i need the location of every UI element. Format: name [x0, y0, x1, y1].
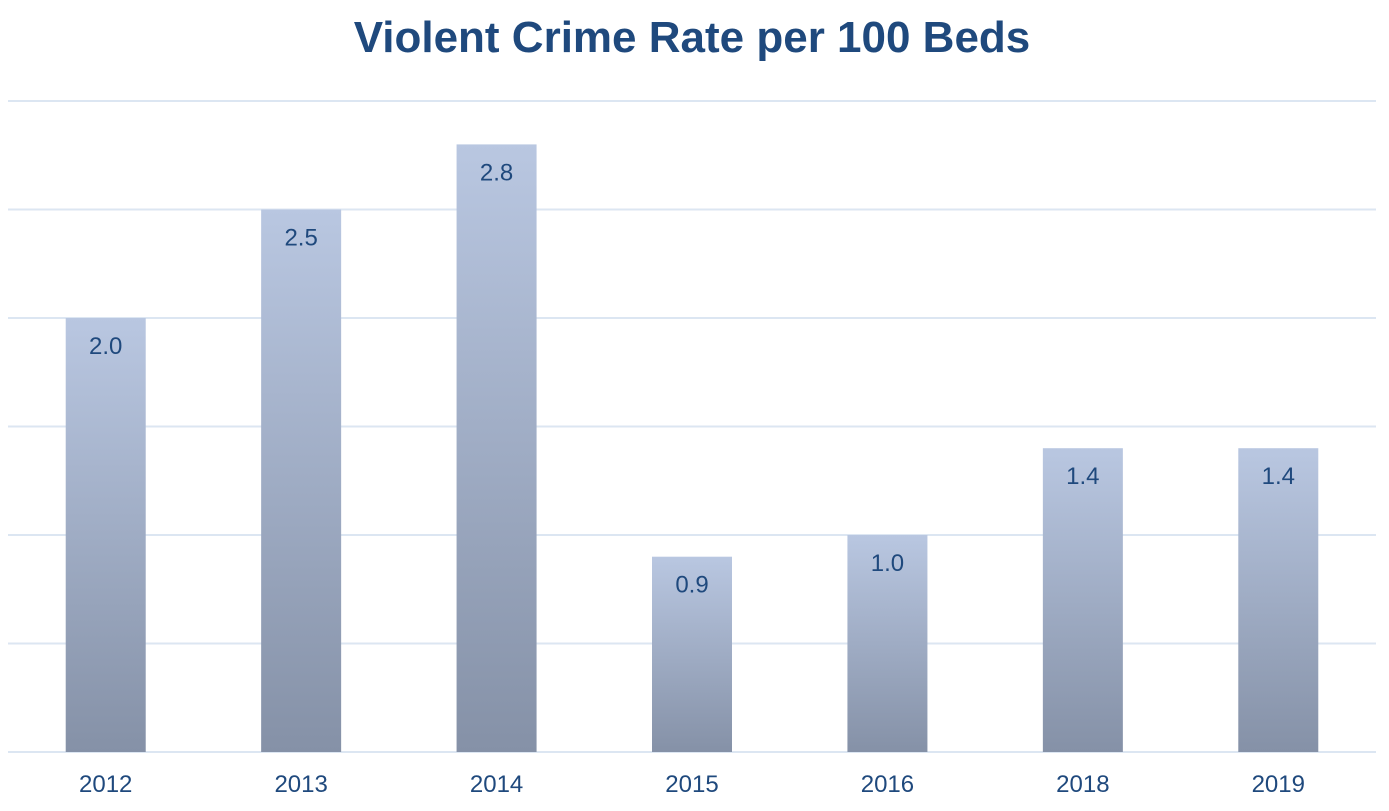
- x-tick-label-2014: 2014: [470, 771, 523, 798]
- x-tick-label-2015: 2015: [665, 771, 718, 798]
- x-axis-tick-labels: 2012 2013 2014 2015 2016 2018 2019: [79, 771, 1305, 798]
- x-tick-label-2012: 2012: [79, 771, 132, 798]
- data-label-2015: 0.9: [675, 572, 708, 599]
- x-tick-label-2013: 2013: [274, 771, 327, 798]
- bar-2018: [1042, 448, 1123, 752]
- x-tick-label-2018: 2018: [1056, 771, 1109, 798]
- bar-2012: [65, 318, 146, 752]
- chart-title: Violent Crime Rate per 100 Beds: [354, 13, 1031, 62]
- data-label-2018: 1.4: [1066, 463, 1099, 490]
- data-label-2016: 1.0: [871, 550, 904, 577]
- bar-2014: [456, 144, 537, 752]
- bar-2016: [847, 535, 928, 752]
- data-label-2014: 2.8: [480, 159, 513, 186]
- bars: [65, 144, 1319, 752]
- bar-2019: [1238, 448, 1319, 752]
- x-tick-label-2016: 2016: [861, 771, 914, 798]
- data-label-2012: 2.0: [89, 333, 122, 360]
- bar-2015: [652, 556, 732, 752]
- data-label-2013: 2.5: [284, 225, 317, 252]
- data-labels: 2.0 2.5 2.8 0.9 1.0 1.4 1.4: [89, 159, 1295, 598]
- x-tick-label-2019: 2019: [1252, 771, 1305, 798]
- gridlines: [8, 100, 1376, 753]
- bar-2013: [261, 209, 342, 752]
- data-label-2019: 1.4: [1262, 463, 1295, 490]
